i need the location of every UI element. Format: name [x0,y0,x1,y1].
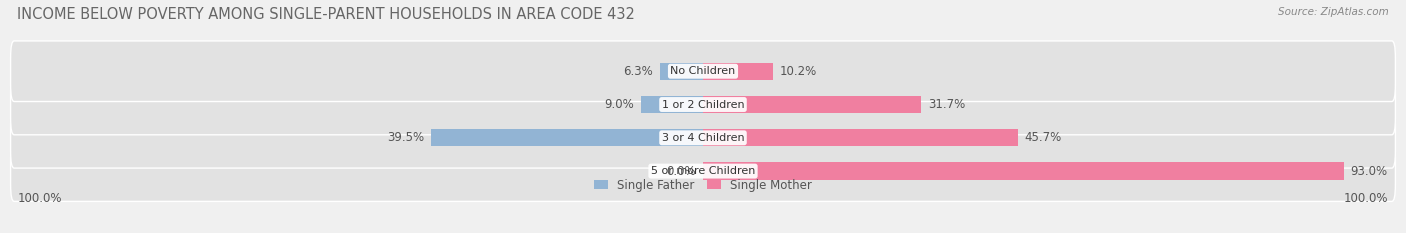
Text: 100.0%: 100.0% [17,192,62,205]
FancyBboxPatch shape [11,74,1395,135]
Text: 5 or more Children: 5 or more Children [651,166,755,176]
Text: 1 or 2 Children: 1 or 2 Children [662,99,744,110]
Bar [703,162,1344,180]
FancyBboxPatch shape [11,141,1395,201]
Text: 0.0%: 0.0% [666,164,696,178]
Text: 6.3%: 6.3% [623,65,652,78]
Text: 10.2%: 10.2% [780,65,817,78]
Text: INCOME BELOW POVERTY AMONG SINGLE-PARENT HOUSEHOLDS IN AREA CODE 432: INCOME BELOW POVERTY AMONG SINGLE-PARENT… [17,7,634,22]
FancyBboxPatch shape [11,107,1395,168]
Bar [703,129,1018,147]
Bar [703,96,921,113]
Bar [641,96,703,113]
Text: No Children: No Children [671,66,735,76]
Bar [703,63,773,80]
Text: 31.7%: 31.7% [928,98,966,111]
Bar [659,63,703,80]
Text: 3 or 4 Children: 3 or 4 Children [662,133,744,143]
FancyBboxPatch shape [11,41,1395,102]
Bar [430,129,703,147]
Text: 93.0%: 93.0% [1351,164,1388,178]
Text: Source: ZipAtlas.com: Source: ZipAtlas.com [1278,7,1389,17]
Text: 45.7%: 45.7% [1025,131,1062,144]
Legend: Single Father, Single Mother: Single Father, Single Mother [589,174,817,196]
Text: 100.0%: 100.0% [1344,192,1389,205]
Text: 9.0%: 9.0% [605,98,634,111]
Text: 39.5%: 39.5% [387,131,425,144]
